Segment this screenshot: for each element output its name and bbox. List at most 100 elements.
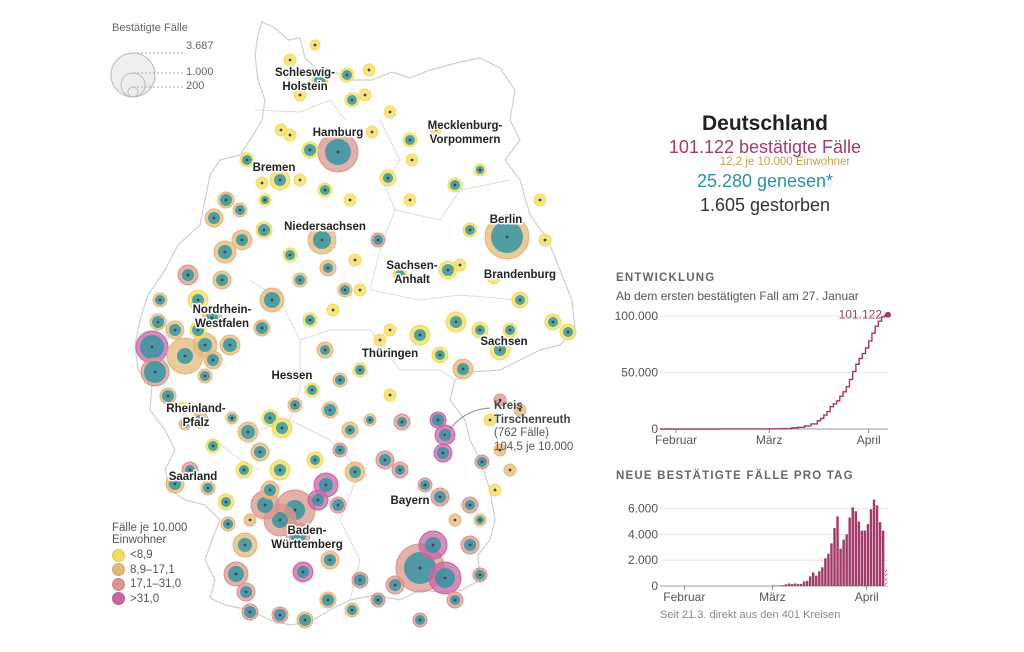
district-bubble bbox=[236, 582, 256, 602]
district-bubble bbox=[223, 561, 249, 587]
district-bubble bbox=[220, 516, 236, 532]
bar bbox=[772, 585, 775, 586]
district-bubble bbox=[217, 493, 235, 511]
bar bbox=[827, 553, 830, 586]
bar bbox=[805, 580, 809, 586]
district-bubble bbox=[489, 339, 511, 361]
size-legend-value-large: 3.687 bbox=[186, 40, 214, 52]
district-bubble bbox=[484, 214, 530, 260]
district-bubble bbox=[269, 459, 291, 481]
bar bbox=[790, 584, 794, 586]
district-bubbles bbox=[135, 39, 577, 629]
district-bubble bbox=[217, 191, 235, 209]
bar bbox=[778, 585, 781, 586]
district-bubble bbox=[235, 461, 253, 479]
district-bubble bbox=[178, 417, 192, 431]
district-bubble bbox=[375, 450, 395, 470]
district-bubble bbox=[213, 240, 237, 264]
region-label: Bremen bbox=[253, 162, 296, 174]
national-stats: Deutschland 101.122 bestätigte Fälle 12,… bbox=[620, 110, 910, 216]
region-label: Berlin bbox=[490, 214, 523, 226]
district-bubble bbox=[337, 282, 353, 298]
district-bubble bbox=[232, 202, 248, 218]
district-bubble bbox=[428, 561, 462, 595]
district-bubble bbox=[471, 321, 489, 339]
annotation-line: Kreis bbox=[494, 400, 523, 412]
district-bubble bbox=[177, 264, 199, 286]
y-tick-label: 100.000 bbox=[615, 309, 659, 323]
annotation-line: Tirschenreuth bbox=[494, 413, 571, 426]
district-bubble bbox=[544, 313, 562, 331]
district-bubble bbox=[287, 397, 303, 413]
bar bbox=[878, 522, 882, 586]
district-bubble bbox=[452, 358, 474, 380]
bar bbox=[866, 524, 870, 586]
district-bubble bbox=[438, 260, 458, 280]
district-bubble bbox=[205, 438, 221, 454]
end-value-label: 101.122 bbox=[839, 308, 883, 322]
district-bubble bbox=[271, 606, 289, 624]
y-tick-label: 4.000 bbox=[628, 527, 658, 541]
bar bbox=[854, 511, 857, 586]
district-bubble bbox=[219, 334, 241, 356]
cases-per-10000: 12,2 je 10.000 Einwohner bbox=[719, 156, 851, 168]
region-label: Hamburg bbox=[313, 127, 363, 139]
district-bubble bbox=[309, 39, 321, 51]
district-bubble bbox=[344, 602, 360, 618]
district-bubble bbox=[446, 591, 464, 609]
size-legend bbox=[110, 52, 183, 98]
bar bbox=[784, 584, 788, 586]
bar bbox=[796, 583, 800, 586]
region-label: Schleswig-Holstein bbox=[275, 67, 335, 93]
bar bbox=[869, 509, 873, 586]
bar bbox=[793, 583, 797, 586]
annotation-leader-line bbox=[444, 407, 491, 438]
district-bubble bbox=[283, 53, 297, 67]
district-bubble bbox=[379, 169, 397, 187]
district-bubble bbox=[409, 324, 431, 346]
district-bubble bbox=[344, 461, 366, 483]
y-tick-label: 0 bbox=[651, 579, 658, 593]
district-bubble bbox=[559, 323, 577, 341]
confirmed-cases: 101.122 bestätigte Fälle bbox=[668, 137, 862, 157]
district-bubble bbox=[358, 88, 372, 102]
legend-label: <8,9 bbox=[130, 549, 153, 562]
color-legend-item: >31,0 bbox=[112, 592, 187, 607]
district-bubble bbox=[448, 513, 462, 527]
district-bubble bbox=[204, 208, 224, 228]
y-tick-label: 50.000 bbox=[621, 366, 658, 380]
cumulative-line bbox=[660, 314, 889, 430]
district-bubble bbox=[255, 176, 269, 190]
district-bubble bbox=[362, 63, 376, 77]
district-bubble bbox=[293, 88, 307, 102]
district-bubble bbox=[260, 480, 280, 500]
legend-label: >31,0 bbox=[130, 592, 160, 605]
district-bubble bbox=[237, 421, 259, 443]
district-bubble bbox=[317, 182, 333, 198]
x-tick-label: Februar bbox=[655, 433, 697, 447]
district-bubble bbox=[430, 124, 442, 136]
district-bubble bbox=[259, 287, 285, 313]
district-bubble bbox=[418, 530, 448, 560]
bar bbox=[787, 583, 791, 586]
district-bubble bbox=[352, 362, 368, 378]
district-bubble bbox=[200, 480, 216, 496]
district-bubble bbox=[370, 232, 386, 248]
recovered-count: 25.280 genesen* bbox=[696, 171, 834, 191]
district-bubble bbox=[201, 307, 223, 329]
tirschenreuth-annotation: Kreis Tirschenreuth (762 Fälle) 104,5 je… bbox=[494, 400, 573, 454]
bar bbox=[808, 576, 812, 586]
district-bubble bbox=[165, 320, 185, 340]
bar bbox=[845, 534, 848, 586]
district-bubble bbox=[433, 443, 453, 463]
region-label: Brandenburg bbox=[484, 269, 556, 281]
district-bubble bbox=[417, 477, 433, 493]
bar bbox=[839, 548, 842, 586]
region-label: Sachsen-Anhalt bbox=[386, 260, 437, 286]
district-bubble bbox=[503, 463, 517, 477]
size-legend-title: Bestätigte Fälle bbox=[112, 22, 188, 34]
district-bubble bbox=[351, 571, 369, 589]
district-bubble bbox=[431, 346, 449, 364]
district-bubble bbox=[320, 550, 340, 570]
district-bubble bbox=[282, 247, 298, 263]
